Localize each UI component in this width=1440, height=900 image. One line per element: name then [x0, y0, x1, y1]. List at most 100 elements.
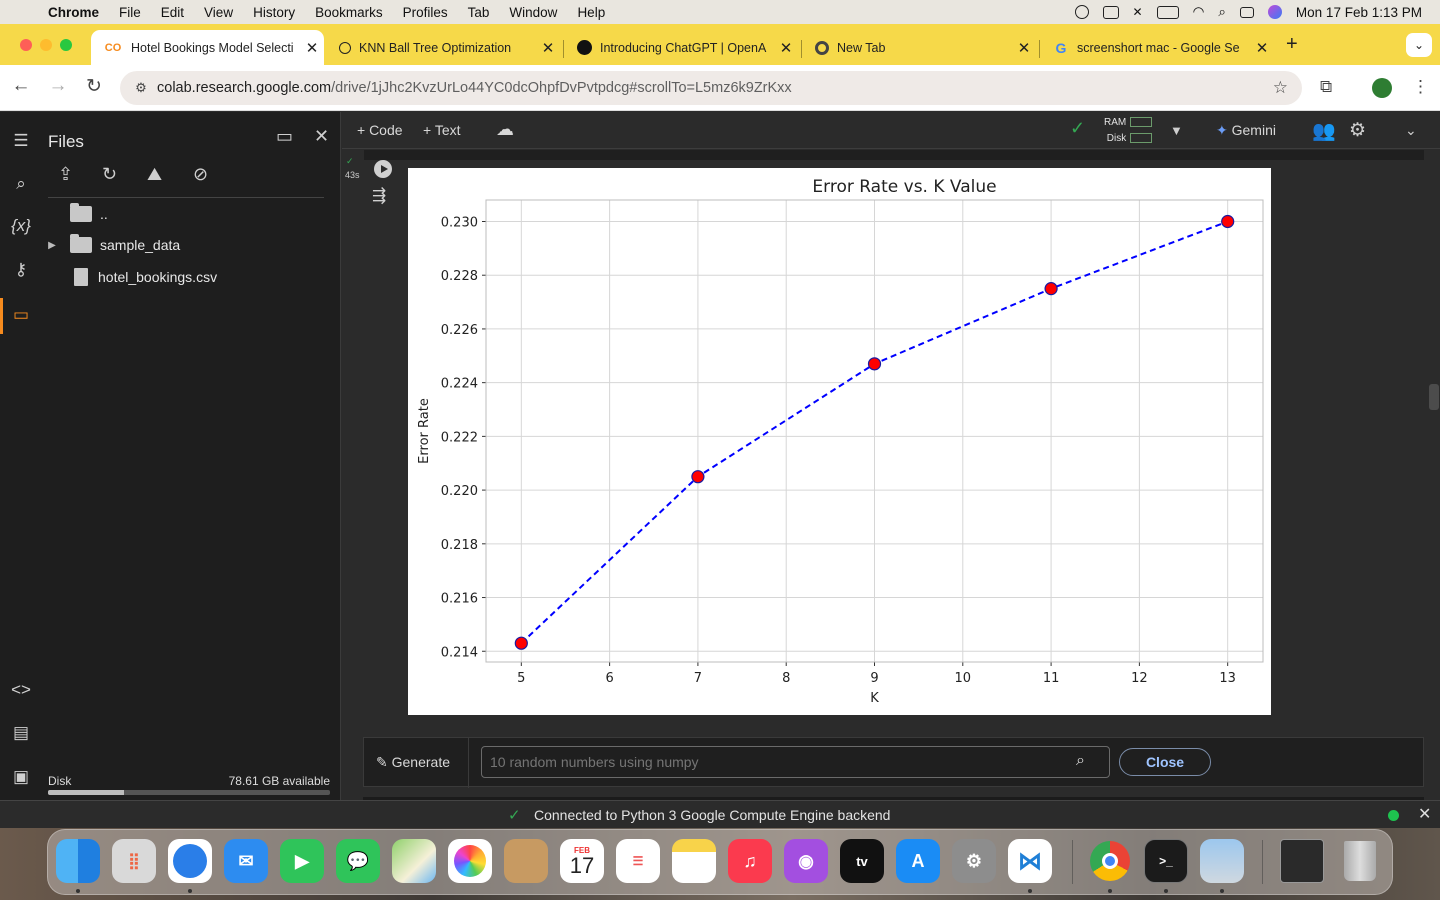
podcasts-icon[interactable]: ◉	[784, 839, 828, 883]
maps-icon[interactable]	[392, 839, 436, 883]
close-tab-icon[interactable]: ✕	[779, 39, 793, 57]
tab-hotel-bookings[interactable]: CO Hotel Bookings Model Selecti ✕	[91, 30, 324, 65]
command-palette-icon[interactable]: ▤	[12, 723, 30, 742]
notes-icon[interactable]	[672, 839, 716, 883]
table-of-contents-icon[interactable]: ☰	[13, 131, 29, 150]
files-folder-icon[interactable]: ▭	[12, 305, 30, 324]
launchpad-icon[interactable]: ⣿	[112, 839, 156, 883]
generate-prompt-input[interactable]	[481, 746, 1110, 778]
preview-icon[interactable]	[1200, 839, 1244, 883]
code-snippets-icon[interactable]: <>	[11, 680, 31, 699]
mount-drive-icon[interactable]: ⛰	[147, 164, 163, 184]
gemini-button[interactable]: ✦ Gemini	[1216, 122, 1276, 138]
close-generate-button[interactable]: Close	[1119, 748, 1211, 776]
tab-search-button[interactable]: ⌄	[1406, 33, 1432, 57]
zoom-window-icon[interactable]	[60, 39, 72, 51]
facetime-icon[interactable]: ▶	[280, 839, 324, 883]
more-menu-icon[interactable]: ⋮	[1412, 77, 1429, 96]
vscode-icon[interactable]: ⋈	[1008, 839, 1052, 883]
site-info-icon[interactable]: ⚙	[135, 80, 147, 95]
close-tab-icon[interactable]: ✕	[1017, 39, 1031, 57]
app-store-icon[interactable]: A	[896, 839, 940, 883]
drive-cloud-icon[interactable]: ☁	[496, 119, 514, 139]
resource-monitor[interactable]: RAM Disk	[1104, 115, 1126, 147]
close-tab-icon[interactable]: ✕	[1255, 39, 1269, 57]
runtime-dropdown-icon[interactable]: ▼	[1170, 123, 1183, 138]
tv-icon[interactable]: tv	[840, 839, 884, 883]
file-entry-sample-data[interactable]: ▶ sample_data	[42, 233, 180, 257]
expand-caret-icon[interactable]: ▶	[48, 239, 56, 251]
terminal-icon[interactable]: >_	[1144, 839, 1188, 883]
keyboard-icon[interactable]	[1102, 5, 1119, 19]
reminders-icon[interactable]: ☰	[616, 839, 660, 883]
open-in-tab-icon[interactable]: ▭	[276, 126, 294, 146]
screen-record-icon[interactable]	[1074, 5, 1089, 19]
music-icon[interactable]: ♫	[728, 839, 772, 883]
back-arrow-icon[interactable]: ←	[11, 75, 31, 96]
siri-icon[interactable]	[1267, 5, 1282, 19]
menu-window[interactable]: Window	[509, 4, 558, 20]
calendar-icon[interactable]: FEB 17	[560, 839, 604, 883]
variables-icon[interactable]: {x}	[11, 216, 31, 235]
new-tab-button[interactable]: +	[1286, 33, 1298, 55]
output-actions-icon[interactable]: ⇶	[372, 186, 387, 205]
file-entry-parent[interactable]: ..	[50, 202, 108, 226]
share-people-icon[interactable]: 👥	[1312, 121, 1336, 142]
menu-bookmarks[interactable]: Bookmarks	[315, 4, 383, 20]
menu-view[interactable]: View	[204, 4, 234, 20]
search-icon[interactable]: ⌕	[16, 174, 26, 193]
profile-avatar[interactable]	[1372, 78, 1392, 98]
tab-introducing-chatgpt[interactable]: Introducing ChatGPT | OpenA ✕	[565, 30, 798, 65]
menu-history[interactable]: History	[253, 4, 296, 20]
menu-edit[interactable]: Edit	[160, 4, 185, 20]
trash-icon[interactable]	[1338, 839, 1382, 883]
run-cell-icon[interactable]	[374, 160, 392, 178]
finder-icon[interactable]	[56, 839, 100, 883]
secrets-key-icon[interactable]: ⚷	[14, 260, 28, 279]
extensions-icon[interactable]: ⧉	[1320, 77, 1333, 96]
menu-profiles[interactable]: Profiles	[402, 4, 448, 20]
collapse-header-icon[interactable]: ⌄	[1405, 122, 1417, 138]
recent-window-thumbnail[interactable]	[1280, 839, 1324, 883]
refresh-icon[interactable]: ↻	[102, 164, 118, 184]
photos-icon[interactable]	[448, 839, 492, 883]
contacts-icon[interactable]	[504, 839, 548, 883]
control-center-icon[interactable]	[1239, 6, 1254, 18]
search-icon[interactable]: ⌕	[1076, 752, 1085, 769]
close-panel-icon[interactable]: ✕	[314, 126, 330, 146]
chrome-icon[interactable]	[1088, 839, 1132, 883]
settings-icon[interactable]: ⚙	[952, 839, 996, 883]
file-entry-hotel-bookings[interactable]: hotel_bookings.csv	[70, 265, 217, 289]
hide-files-icon[interactable]: ⊘	[193, 164, 209, 184]
wifi-icon[interactable]: ◠	[1192, 4, 1205, 19]
scrollbar-thumb[interactable]	[1429, 384, 1439, 410]
tab-new-tab[interactable]: New Tab ✕	[803, 30, 1036, 65]
address-bar[interactable]: ⚙ colab.research.google.com/drive/1jJhc2…	[120, 71, 1302, 105]
forward-arrow-icon[interactable]: →	[48, 75, 68, 96]
spotlight-icon[interactable]: ⌕	[1218, 4, 1226, 19]
menubar-clock[interactable]: Mon 17 Feb 1:13 PM	[1295, 4, 1422, 20]
battery-icon[interactable]	[1156, 5, 1179, 19]
close-window-icon[interactable]	[20, 39, 32, 51]
bluetooth-off-icon[interactable]: ✕	[1132, 5, 1143, 19]
minimize-window-icon[interactable]	[40, 39, 52, 51]
tab-knn-ball-tree[interactable]: KNN Ball Tree Optimization ✕	[327, 30, 560, 65]
reload-icon[interactable]: ↻	[86, 76, 102, 97]
menu-help[interactable]: Help	[577, 4, 606, 20]
messages-icon[interactable]: 💬	[336, 839, 380, 883]
menu-app-name[interactable]: Chrome	[48, 4, 100, 20]
menu-file[interactable]: File	[119, 4, 141, 20]
add-code-cell-button[interactable]: + Code	[357, 122, 403, 138]
url-text[interactable]: colab.research.google.com/drive/1jJhc2Kv…	[157, 80, 792, 96]
close-tab-icon[interactable]: ✕	[305, 39, 319, 57]
add-text-cell-button[interactable]: + Text	[423, 122, 461, 138]
safari-icon[interactable]	[168, 839, 212, 883]
tab-google-search[interactable]: G screenshort mac - Google Se ✕	[1041, 30, 1274, 65]
settings-gear-icon[interactable]: ⚙	[1349, 120, 1367, 141]
generate-button[interactable]: ✎ Generate	[376, 754, 450, 770]
close-tab-icon[interactable]: ✕	[541, 39, 555, 57]
menu-tab[interactable]: Tab	[467, 4, 490, 20]
close-status-icon[interactable]: ✕	[1418, 806, 1432, 823]
mail-icon[interactable]: ✉	[224, 839, 268, 883]
terminal-icon[interactable]: ▣	[12, 767, 30, 786]
